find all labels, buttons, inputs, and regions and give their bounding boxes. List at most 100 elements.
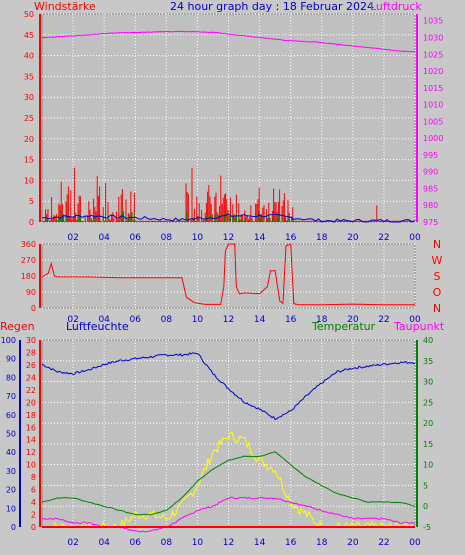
rain-tick-label: 18 — [26, 411, 36, 420]
x-tick-label: 04 — [98, 233, 110, 243]
wind-tick-label: 20 — [24, 135, 34, 144]
pressure-label: Luftdruck — [370, 0, 422, 13]
x-tick-label: 16 — [285, 233, 297, 243]
x-tick-label: 08 — [161, 233, 173, 243]
pressure-tick-label: 990 — [423, 168, 438, 177]
direction-tick-label: 270 — [21, 256, 36, 265]
x-tick-label: 04 — [98, 315, 110, 325]
wind-tick-label: 5 — [29, 197, 34, 206]
rain-tick-label: 24 — [26, 373, 36, 382]
humidity-tick-label: 50 — [6, 430, 16, 439]
x-tick-label: 14 — [254, 315, 266, 325]
x-tick-label: 10 — [192, 233, 204, 243]
humidity-tick-label: 0 — [11, 523, 16, 532]
rain-label: Regen — [0, 320, 35, 333]
compass-label: N — [433, 238, 441, 251]
humidity-tick-label: 60 — [6, 411, 16, 420]
humidity-temperature-panel: 0102030405060708090100024681012141618202… — [1, 336, 433, 548]
humidity-tick-label: 20 — [6, 486, 16, 495]
climate-panel-grid — [42, 339, 416, 528]
x-tick-label: 10 — [192, 538, 204, 548]
rain-tick-label: 10 — [26, 461, 36, 470]
wind-label: Windstärke — [34, 0, 96, 13]
rain-tick-label: 0 — [31, 523, 36, 532]
x-tick-label: 00 — [409, 233, 421, 243]
x-tick-label: 20 — [347, 233, 359, 243]
x-tick-label: 16 — [285, 538, 297, 548]
x-tick-label: 06 — [130, 233, 142, 243]
compass-label: N — [433, 302, 441, 315]
x-tick-label: 08 — [161, 315, 173, 325]
rain-tick-label: 6 — [31, 486, 36, 495]
rain-tick-label: 16 — [26, 423, 36, 432]
rain-tick-label: 12 — [26, 448, 36, 457]
wind-panel-grid — [42, 13, 416, 223]
x-tick-label: 22 — [378, 315, 389, 325]
humidity-tick-label: 70 — [6, 392, 16, 401]
temperature-tick-label: 25 — [423, 398, 433, 407]
wind-tick-label: 45 — [24, 31, 34, 40]
compass-label: O — [433, 286, 442, 299]
x-tick-label: 12 — [223, 315, 234, 325]
wind-tick-label: 35 — [24, 72, 34, 81]
wind-tick-label: 30 — [24, 93, 34, 102]
x-tick-label: 00 — [409, 315, 421, 325]
humidity-tick-label: 80 — [6, 373, 16, 382]
chart-title: 24 hour graph day : 18 Februar 2024 — [170, 0, 374, 13]
x-tick-label: 16 — [285, 315, 297, 325]
rain-tick-label: 26 — [26, 361, 36, 370]
x-tick-label: 04 — [98, 538, 110, 548]
x-tick-label: 00 — [409, 538, 421, 548]
x-tick-label: 18 — [316, 538, 328, 548]
humidity-tick-label: 10 — [6, 504, 16, 513]
pressure-tick-label: 1015 — [423, 84, 443, 93]
wind-direction-line — [41, 243, 415, 306]
x-tick-label: 14 — [254, 538, 266, 548]
temperature-tick-label: 30 — [423, 378, 433, 387]
humidity-line — [41, 352, 416, 421]
x-tick-label: 02 — [67, 233, 78, 243]
wind-average-line — [41, 213, 416, 223]
x-tick-label: 02 — [67, 538, 78, 548]
rain-tick-label: 30 — [26, 336, 36, 345]
wind-tick-label: 0 — [29, 218, 34, 227]
humidity-tick-label: 90 — [6, 355, 16, 364]
x-tick-label: 06 — [130, 538, 142, 548]
rain-tick-label: 4 — [31, 498, 36, 507]
temperature-tick-label: 5 — [423, 481, 428, 490]
pressure-tick-label: 975 — [423, 218, 438, 227]
pressure-tick-label: 980 — [423, 201, 438, 210]
wind-tick-label: 50 — [24, 10, 34, 19]
pressure-line — [41, 30, 416, 53]
x-tick-label: 18 — [316, 315, 328, 325]
wind-gust-bars — [41, 167, 415, 222]
x-tick-label: 22 — [378, 538, 389, 548]
x-tick-label: 12 — [223, 538, 234, 548]
x-tick-label: 20 — [347, 315, 359, 325]
pressure-tick-label: 1020 — [423, 67, 443, 76]
wind-tick-label: 40 — [24, 52, 34, 61]
direction-tick-label: 180 — [21, 272, 36, 281]
pressure-tick-label: 985 — [423, 184, 438, 193]
pressure-tick-label: 1005 — [423, 117, 443, 126]
pressure-tick-label: 1035 — [423, 17, 443, 26]
temperature-tick-label: 40 — [423, 336, 433, 345]
x-tick-label: 12 — [223, 233, 234, 243]
temperature-tick-label: 10 — [423, 461, 433, 470]
rain-tick-label: 20 — [26, 398, 36, 407]
wind-tick-label: 15 — [24, 156, 34, 165]
dewpoint-label: Taupunkt — [393, 320, 445, 333]
compass-label: W — [432, 254, 443, 267]
direction-tick-label: 0 — [31, 304, 36, 313]
temperature-tick-label: 35 — [423, 357, 433, 366]
x-tick-label: 22 — [378, 233, 389, 243]
direction-tick-label: 90 — [26, 288, 36, 297]
x-tick-label: 14 — [254, 233, 266, 243]
compass-label: S — [434, 270, 441, 283]
solar-line — [41, 431, 415, 529]
temperature-line — [41, 451, 416, 516]
humidity-tick-label: 40 — [6, 448, 16, 457]
wind-tick-label: 25 — [24, 114, 34, 123]
